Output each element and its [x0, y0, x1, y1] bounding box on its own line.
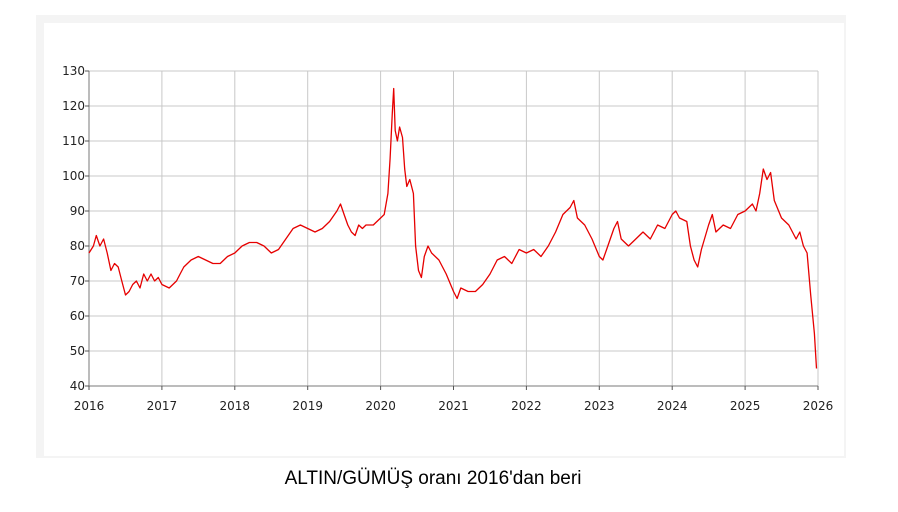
x-tick-label: 2019 — [292, 399, 323, 413]
series-line-0 — [88, 87, 818, 369]
y-tick-label: 120 — [62, 99, 85, 113]
chart-caption: ALTIN/GÜMÜŞ oranı 2016'dan beri — [284, 468, 582, 489]
x-tick-label: 2018 — [220, 399, 251, 413]
y-tick-label: 40 — [70, 379, 85, 393]
x-tick-label: 2021 — [438, 399, 469, 413]
series-layer — [88, 87, 818, 369]
y-tick-label: 50 — [70, 344, 85, 358]
x-tick-label: 2026 — [803, 399, 834, 413]
x-tick-label: 2017 — [147, 399, 178, 413]
x-tick-label: 2024 — [657, 399, 688, 413]
x-tick-label: 2016 — [74, 399, 105, 413]
y-tick-label: 70 — [70, 274, 85, 288]
x-tick-label: 2023 — [584, 399, 615, 413]
tick-labels: 40 50 60 70 80 90 100 110 120 130 2016 2017 2018 2019… — [62, 64, 833, 413]
chart-panel — [44, 23, 844, 456]
x-tick-label: 2020 — [365, 399, 396, 413]
y-tick-label: 100 — [62, 169, 85, 183]
y-tick-label: 130 — [62, 64, 85, 78]
y-tick-label: 60 — [70, 309, 85, 323]
x-tick-label: 2022 — [511, 399, 542, 413]
gridlines — [88, 70, 819, 387]
axes — [85, 70, 819, 390]
y-tick-label: 80 — [70, 239, 85, 253]
y-tick-label: 90 — [70, 204, 85, 218]
x-tick-label: 2025 — [730, 399, 761, 413]
y-tick-label: 110 — [62, 134, 85, 148]
